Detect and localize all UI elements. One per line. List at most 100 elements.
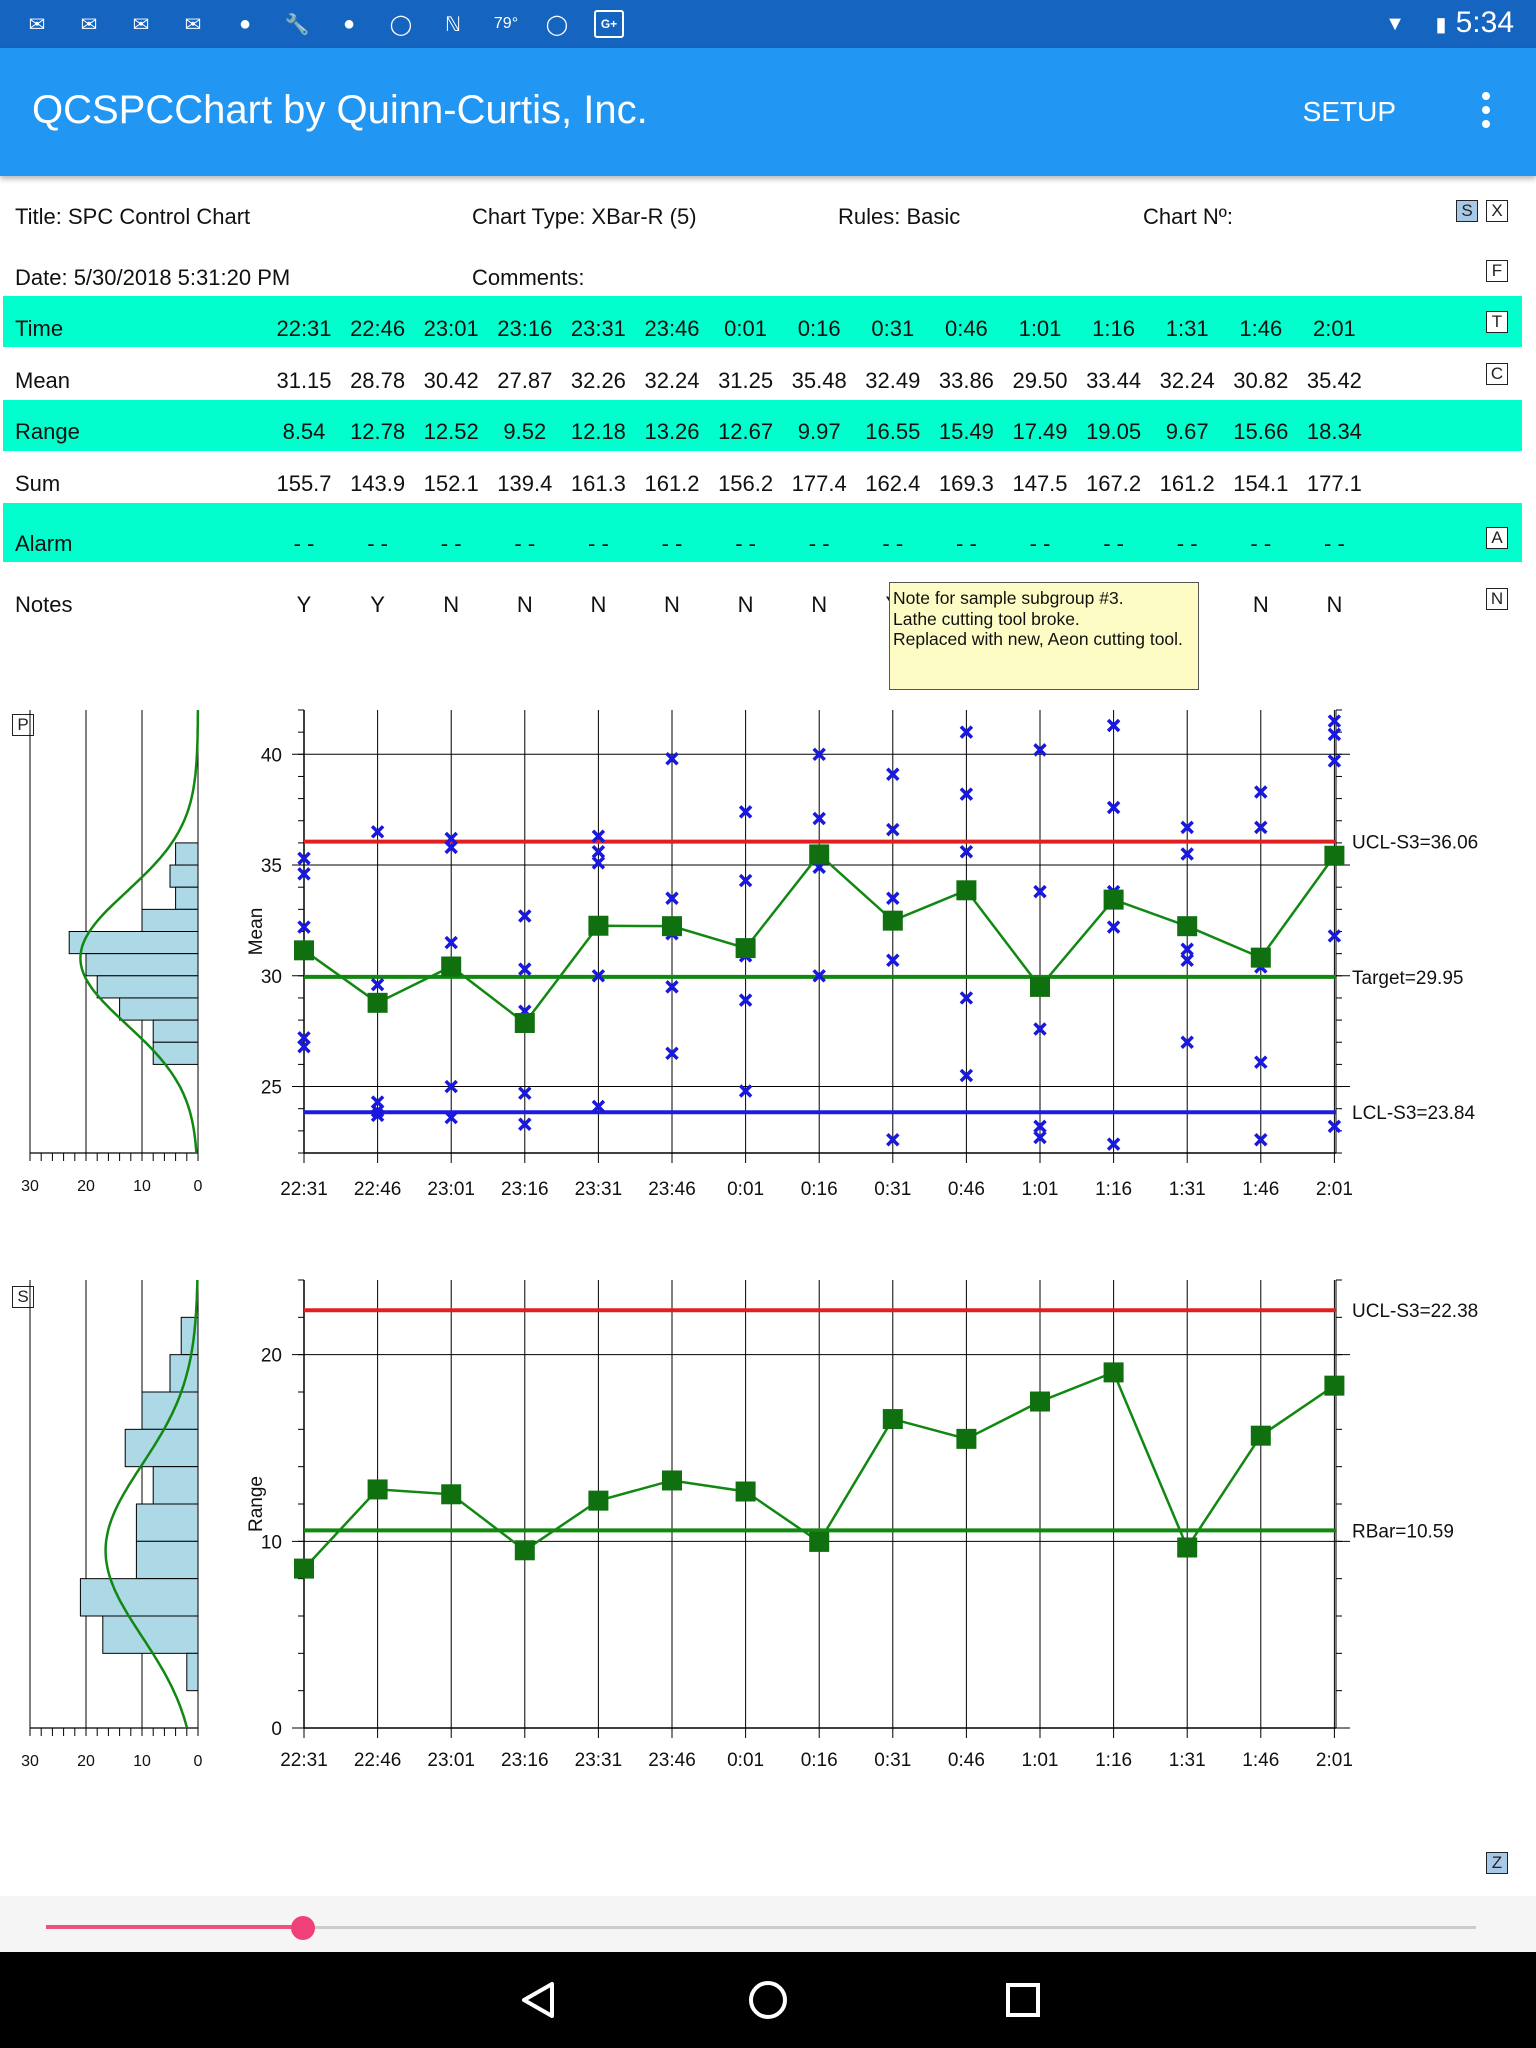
time-cell: 0:46 (944, 316, 988, 341)
x-tick-label: 0:01 (727, 1179, 764, 1200)
sample-marker (738, 873, 753, 888)
x-tick-label: 22:31 (280, 1750, 328, 1771)
data-point (367, 1479, 388, 1500)
y-tick-label: 35 (261, 856, 282, 877)
navigation-bar (0, 1952, 1536, 2048)
time-cell: 0:16 (797, 316, 841, 341)
sample-marker (1106, 920, 1121, 934)
data-point (735, 1481, 756, 1502)
sample-marker (370, 1104, 385, 1118)
histogram-tick-label: 30 (21, 1178, 39, 1195)
sample-marker (1254, 785, 1268, 799)
data-point (882, 910, 903, 931)
sample-marker (959, 1068, 974, 1083)
notes-cell: N (737, 592, 754, 617)
app-bar: QCSPCChart by Quinn-Curtis, Inc. SETUP (0, 48, 1536, 176)
sample-marker (886, 891, 900, 906)
histogram-tick-label: 10 (133, 1753, 151, 1770)
notes-cell: N (443, 592, 460, 617)
temperature-icon: 79° (493, 15, 519, 32)
sum-cell: 156.2 (718, 471, 774, 496)
shield-icon: ◯ (545, 13, 569, 36)
range-cell: 13.26 (644, 419, 700, 444)
notes-cell: N (590, 592, 607, 617)
slider-thumb[interactable] (291, 1916, 316, 1940)
histogram-bar (175, 886, 199, 910)
histogram-bar (186, 1652, 199, 1692)
notes-cell: N (664, 592, 680, 617)
sample-marker (665, 980, 679, 994)
recents-icon[interactable] (1006, 1983, 1040, 2017)
histogram-tick-label: 30 (21, 1753, 39, 1770)
chart-title: Title: SPC Control Chart (15, 204, 251, 229)
range-cell: 12.52 (423, 419, 479, 444)
control-limit-label: RBar=10.59 (1352, 1521, 1454, 1542)
x-button[interactable]: X (1486, 200, 1508, 222)
histogram-bar (102, 1615, 199, 1654)
alarm-cell: - - (293, 531, 315, 556)
x-tick-label: 1:31 (1169, 1179, 1206, 1200)
shield-icon: ◯ (389, 13, 413, 36)
back-icon[interactable] (522, 1982, 554, 2018)
time-row-label: Time (15, 316, 64, 341)
sample-marker (738, 805, 753, 819)
data-point (1250, 1425, 1271, 1446)
wrench-icon: 🔧 (284, 13, 310, 36)
gmail-icon: ✉ (28, 13, 46, 36)
s-histogram-button[interactable]: S (12, 1286, 34, 1308)
f-button[interactable]: F (1486, 260, 1508, 282)
sample-marker (297, 1039, 311, 1054)
histogram-bar (141, 1391, 199, 1430)
notes-row-label: Notes (15, 592, 73, 617)
time-cell: 0:01 (724, 316, 767, 341)
time-cell: 22:46 (350, 316, 406, 341)
sample-marker (886, 767, 900, 781)
status-bar: ✉ ✉ ✉ ✉ ● 🔧 ● ◯ ℕ 79° ◯ G+ ▼ ▮ 5:34 (0, 0, 1536, 48)
a-button[interactable]: A (1486, 527, 1508, 549)
sample-marker (591, 856, 606, 870)
alarm-cell: - - (956, 531, 977, 556)
slider-track[interactable] (46, 1926, 1476, 1929)
comments-label: Comments: (472, 265, 585, 290)
sample-marker (886, 953, 900, 968)
chart-number: Chart Nº: (1143, 204, 1233, 229)
data-point (662, 916, 682, 937)
alarm-cell: - - (808, 531, 830, 556)
data-point (367, 992, 388, 1013)
data-point (294, 940, 314, 961)
scroll-slider[interactable] (0, 1896, 1536, 1952)
sample-marker (297, 920, 311, 934)
mean-cell: 27.87 (497, 368, 553, 393)
setup-button[interactable]: SETUP (1302, 96, 1396, 127)
c-button[interactable]: C (1486, 363, 1508, 385)
sample-marker (591, 1099, 606, 1114)
sample-marker (518, 962, 532, 976)
mean-cell: 35.48 (791, 368, 847, 393)
gmail-icon: ✉ (132, 13, 150, 36)
time-cell: 1:46 (1239, 316, 1283, 341)
n-button[interactable]: N (1486, 588, 1508, 610)
alarm-cell: - - (882, 531, 904, 556)
s-button[interactable]: S (1456, 200, 1478, 222)
p-button[interactable]: P (12, 714, 34, 736)
z-button[interactable]: Z (1486, 1852, 1508, 1874)
sample-marker (370, 825, 385, 839)
overflow-menu-icon[interactable] (1476, 88, 1496, 138)
sample-marker (591, 845, 606, 859)
t-button[interactable]: T (1486, 311, 1508, 333)
time-row-band (3, 296, 1522, 347)
x-tick-label: 23:01 (427, 1179, 475, 1200)
sum-cell: 155.7 (276, 471, 332, 496)
histogram-bar (175, 842, 199, 866)
range-cell: 9.97 (797, 419, 841, 444)
data-point (441, 956, 462, 977)
sample-marker (1033, 1119, 1047, 1134)
control-limit-label: LCL-S3=23.84 (1352, 1103, 1475, 1124)
sum-cell: 177.4 (791, 471, 847, 496)
sample-marker (1327, 754, 1342, 768)
home-icon[interactable] (749, 1981, 787, 2019)
notes-cell: N (516, 592, 533, 617)
sample-marker (297, 867, 311, 881)
sample-marker (370, 977, 385, 992)
data-point (1030, 1391, 1050, 1412)
